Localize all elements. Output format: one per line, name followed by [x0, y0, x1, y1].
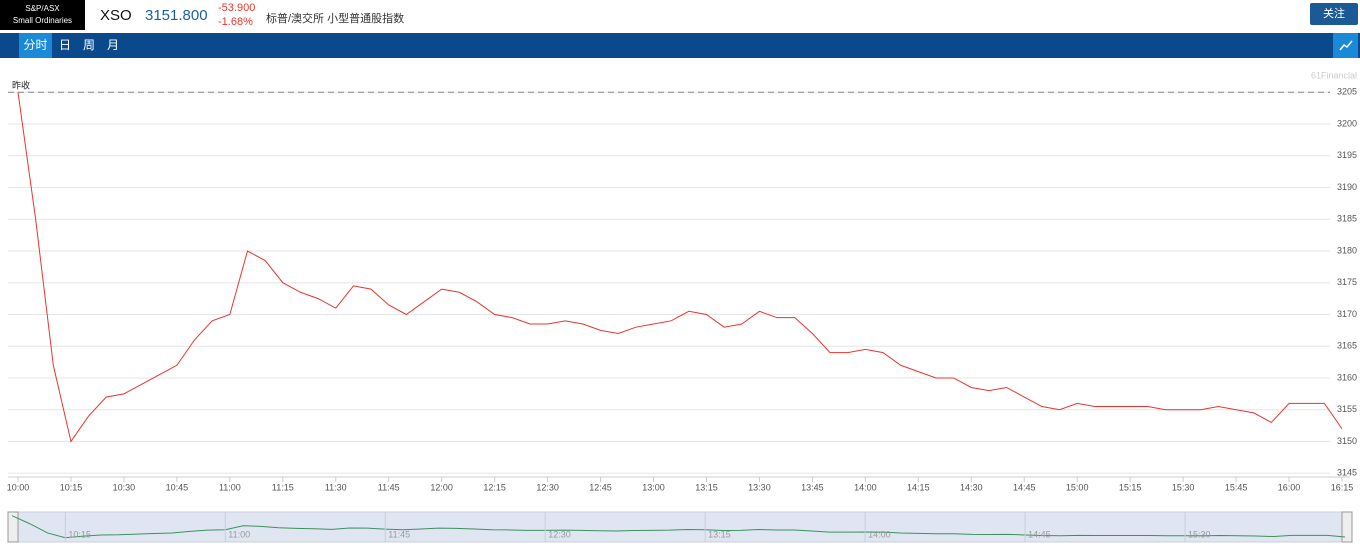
y-tick-label: 3195 — [1337, 150, 1357, 160]
navigator-handle — [1341, 511, 1353, 543]
x-tick-label: 12:45 — [589, 482, 612, 492]
x-tick-label: 11:45 — [378, 482, 400, 492]
x-tick-label: 14:00 — [854, 482, 877, 492]
x-tick-label: 15:30 — [1172, 482, 1195, 492]
prev-close-label: 昨收 — [12, 80, 30, 91]
x-tick-label: 15:15 — [1119, 482, 1142, 492]
y-tick-label: 3155 — [1337, 404, 1357, 414]
tab-bar: 分时 日 周 月 — [0, 33, 1360, 58]
x-tick-label: 10:15 — [60, 482, 83, 492]
price: 3151.800 — [145, 7, 208, 24]
price-line — [17, 92, 1343, 443]
icon — [1339, 40, 1353, 51]
y-tick-label: 3160 — [1337, 372, 1357, 382]
y-tick-label: 3175 — [1337, 277, 1357, 287]
x-tick-label: 12:30 — [536, 482, 559, 492]
x-tick-label: 16:15 — [1331, 482, 1354, 492]
chart-icon[interactable] — [1333, 33, 1358, 58]
x-tick-label: 11:00 — [219, 482, 241, 492]
navigator-label: 14:00 — [868, 529, 891, 539]
tab[interactable]: 分时 — [19, 33, 52, 58]
y-tick-label: 3145 — [1337, 468, 1357, 478]
x-tick-label: 13:45 — [801, 482, 824, 492]
change-pct: -1.68% — [218, 16, 253, 28]
x-tick-label: 11:30 — [325, 482, 347, 492]
navigator-label: 12:30 — [548, 529, 571, 539]
y-tick-label: 3180 — [1337, 245, 1357, 255]
x-tick-label: 12:00 — [430, 482, 453, 492]
y-tick-label: 3185 — [1337, 214, 1357, 224]
x-tick-label: 10:45 — [166, 482, 189, 492]
navigator — [7, 511, 1353, 543]
logo-line: S&P/ASX — [25, 4, 60, 13]
navigator-label: 11:00 — [228, 529, 250, 539]
x-tick-label: 15:45 — [1225, 482, 1248, 492]
x-tick-label: 13:15 — [695, 482, 718, 492]
index-name: 标普/澳交所 小型普通股指数 — [266, 13, 405, 25]
y-tick-label: 3170 — [1337, 309, 1357, 319]
navigator-label: 14:45 — [1028, 529, 1051, 539]
change: -53.900 — [218, 2, 256, 14]
navigator-handle — [7, 511, 19, 543]
x-tick-label: 14:45 — [1013, 482, 1036, 492]
header: S&P/ASX Small Ordinaries XSO 3151.800 -53… — [0, 0, 1360, 33]
y-tick-label: 3150 — [1337, 436, 1357, 446]
y-tick-label: 3200 — [1337, 118, 1357, 128]
tab[interactable]: 周 — [82, 38, 95, 52]
x-tick-label: 15:00 — [1066, 482, 1089, 492]
navigator-label: 15:30 — [1188, 529, 1211, 539]
x-tick-label: 14:15 — [907, 482, 930, 492]
x-tick-label: 13:00 — [642, 482, 665, 492]
x-tick-label: 14:30 — [960, 482, 983, 492]
y-tick-label: 3165 — [1337, 341, 1357, 351]
y-tick-label: 3205 — [1337, 87, 1357, 97]
navigator-label: 11:45 — [388, 529, 410, 539]
follow-button[interactable]: 关注 — [1310, 3, 1358, 25]
x-tick-label: 12:15 — [483, 482, 506, 492]
x-tick-label: 16:00 — [1278, 482, 1301, 492]
logo: S&P/ASX Small Ordinaries — [0, 0, 85, 30]
logo-line: Small Ordinaries — [12, 16, 73, 25]
symbol: XSO — [100, 7, 132, 24]
watermark: 61Financial — [1311, 70, 1357, 80]
x-tick-label: 10:00 — [7, 482, 30, 492]
tab[interactable]: 月 — [106, 38, 119, 52]
x-tick-label: 13:30 — [748, 482, 771, 492]
x-tick-label: 10:30 — [113, 482, 136, 492]
tab[interactable]: 日 — [58, 38, 71, 52]
navigator-label: 13:15 — [708, 529, 731, 539]
navigator-label: 10:15 — [68, 529, 91, 539]
x-tick-label: 11:15 — [272, 482, 294, 492]
y-tick-label: 3190 — [1337, 182, 1357, 192]
navigator-line — [11, 515, 1346, 539]
